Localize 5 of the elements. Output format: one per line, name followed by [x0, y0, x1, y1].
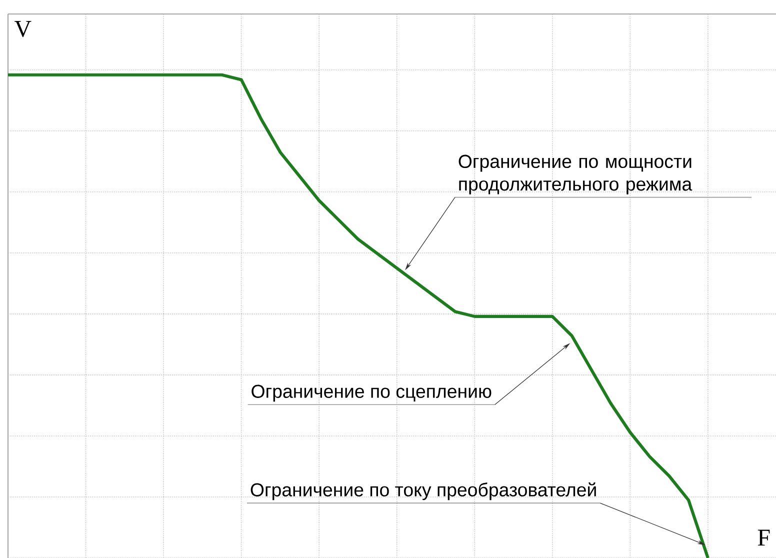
x-axis-title: F [758, 530, 770, 546]
annotation: Ограничение по мощности продолжительного режима [458, 154, 692, 194]
annotation: Ограничение по сцеплению [252, 384, 492, 402]
y-axis-title: V [14, 21, 32, 38]
annotation: Ограничение по току преобразователей [250, 482, 596, 500]
